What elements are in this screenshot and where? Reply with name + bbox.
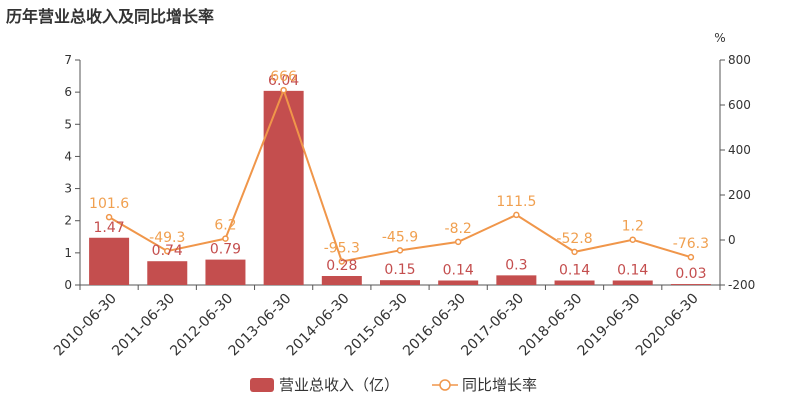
bar-value-label: 0.03: [675, 266, 706, 282]
bar-value-label: 0.28: [326, 258, 357, 274]
growth-value-label: -8.2: [445, 221, 472, 237]
bar: [380, 280, 420, 285]
right-tick-label: 600: [728, 98, 751, 112]
left-tick-label: 1: [64, 246, 72, 260]
growth-point: [338, 258, 346, 265]
left-tick-label: 0: [64, 278, 72, 292]
bar-value-label: 6.04: [268, 73, 299, 89]
growth-point: [280, 86, 287, 94]
bar-value-label: 0.74: [152, 243, 183, 259]
growth-point: [513, 211, 520, 219]
chart-title: 历年营业总收入及同比增长率: [6, 7, 215, 26]
x-tick-label: 2020-06-30: [633, 291, 702, 360]
growth-point: [571, 248, 578, 256]
right-axis-unit: %: [714, 31, 725, 45]
bar-value-label: 0.14: [559, 263, 590, 279]
left-tick-label: 7: [64, 53, 72, 67]
bar-value-label: 0.3: [505, 257, 527, 273]
growth-point: [629, 236, 636, 243]
growth-value-label: -76.3: [673, 236, 709, 252]
left-tick-label: 3: [64, 182, 72, 196]
bar-value-label: 0.79: [210, 242, 241, 258]
bar: [321, 276, 362, 285]
bar-value-label: 0.14: [443, 263, 474, 279]
legend-bar-label: 营业总收入（亿）: [279, 376, 399, 394]
growth-value-label: 101.6: [89, 196, 129, 212]
bar-value-label: 0.15: [384, 262, 415, 278]
legend-line-marker: [439, 379, 451, 391]
left-tick-label: 6: [64, 85, 72, 99]
bar-value-label: 1.47: [94, 220, 125, 236]
left-tick-label: 5: [64, 117, 72, 131]
bar: [438, 280, 479, 285]
growth-value-label: -95.3: [324, 240, 360, 256]
bar: [205, 259, 246, 285]
growth-point: [687, 253, 695, 261]
bar: [89, 237, 130, 285]
right-tick-label: 0: [728, 233, 736, 247]
growth-point: [454, 238, 462, 246]
legend-bar-swatch: [250, 378, 274, 392]
bar: [612, 280, 653, 285]
growth-value-label: -49.3: [149, 230, 185, 246]
right-tick-label: 800: [728, 53, 751, 67]
growth-value-label: 6.2: [214, 218, 236, 234]
right-tick-label: 400: [728, 143, 751, 157]
growth-point: [105, 213, 113, 221]
growth-value-label: -45.9: [382, 229, 418, 245]
bar: [670, 284, 711, 285]
bar-value-label: 0.14: [617, 263, 648, 279]
bar: [496, 275, 537, 285]
left-tick-label: 4: [64, 149, 72, 163]
growth-value-label: 1.2: [622, 219, 644, 235]
growth-point: [396, 247, 404, 254]
bar: [263, 90, 304, 285]
bar: [147, 261, 188, 285]
right-tick-label: 200: [728, 188, 751, 202]
growth-value-label: 666: [270, 69, 297, 85]
growth-value-label: 111.5: [496, 194, 536, 210]
bar: [554, 280, 595, 285]
growth-value-label: -52.8: [556, 231, 592, 247]
legend-line-label: 同比增长率: [462, 376, 537, 394]
growth-point: [222, 235, 229, 242]
left-tick-label: 2: [64, 214, 72, 228]
growth-point: [164, 247, 171, 255]
right-tick-label: -200: [728, 278, 755, 292]
